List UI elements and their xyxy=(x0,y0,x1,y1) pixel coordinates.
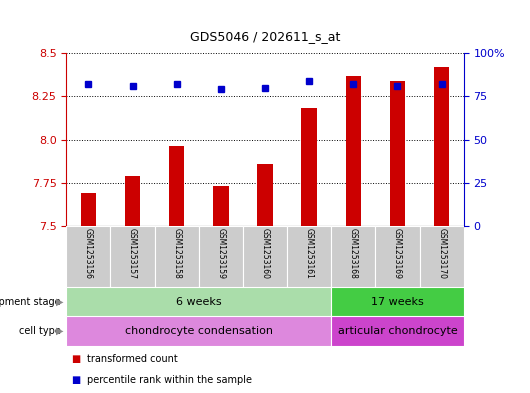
Text: articular chondrocyte: articular chondrocyte xyxy=(338,326,457,336)
Text: ▶: ▶ xyxy=(56,297,64,307)
Text: 6 weeks: 6 weeks xyxy=(176,297,222,307)
Bar xyxy=(125,176,140,226)
Bar xyxy=(346,75,361,226)
Bar xyxy=(66,316,331,346)
Text: ■: ■ xyxy=(72,354,81,364)
Bar xyxy=(420,226,464,287)
Bar xyxy=(257,164,273,226)
Bar xyxy=(331,287,464,316)
Text: percentile rank within the sample: percentile rank within the sample xyxy=(87,375,252,385)
Bar xyxy=(66,226,110,287)
Text: GSM1253170: GSM1253170 xyxy=(437,228,446,279)
Text: GSM1253168: GSM1253168 xyxy=(349,228,358,279)
Text: GSM1253157: GSM1253157 xyxy=(128,228,137,279)
Text: development stage: development stage xyxy=(0,297,64,307)
Bar xyxy=(287,226,331,287)
Bar xyxy=(81,193,96,226)
Text: GSM1253160: GSM1253160 xyxy=(261,228,269,279)
Bar xyxy=(169,147,184,226)
Text: GSM1253169: GSM1253169 xyxy=(393,228,402,279)
Text: transformed count: transformed count xyxy=(87,354,178,364)
Text: GSM1253156: GSM1253156 xyxy=(84,228,93,279)
Bar xyxy=(434,67,449,226)
Bar xyxy=(199,226,243,287)
Text: GSM1253158: GSM1253158 xyxy=(172,228,181,279)
Text: ▶: ▶ xyxy=(56,326,64,336)
Bar xyxy=(66,287,331,316)
Bar xyxy=(213,186,228,226)
Bar xyxy=(110,226,155,287)
Text: GSM1253159: GSM1253159 xyxy=(216,228,225,279)
Bar xyxy=(331,316,464,346)
Bar xyxy=(302,108,317,226)
Bar xyxy=(390,81,405,226)
Bar xyxy=(243,226,287,287)
Text: cell type: cell type xyxy=(19,326,64,336)
Text: GSM1253161: GSM1253161 xyxy=(305,228,314,279)
Bar xyxy=(375,226,420,287)
Text: chondrocyte condensation: chondrocyte condensation xyxy=(125,326,273,336)
Text: ■: ■ xyxy=(72,375,81,385)
Bar xyxy=(331,226,375,287)
Text: 17 weeks: 17 weeks xyxy=(371,297,424,307)
Bar xyxy=(155,226,199,287)
Text: GDS5046 / 202611_s_at: GDS5046 / 202611_s_at xyxy=(190,30,340,43)
